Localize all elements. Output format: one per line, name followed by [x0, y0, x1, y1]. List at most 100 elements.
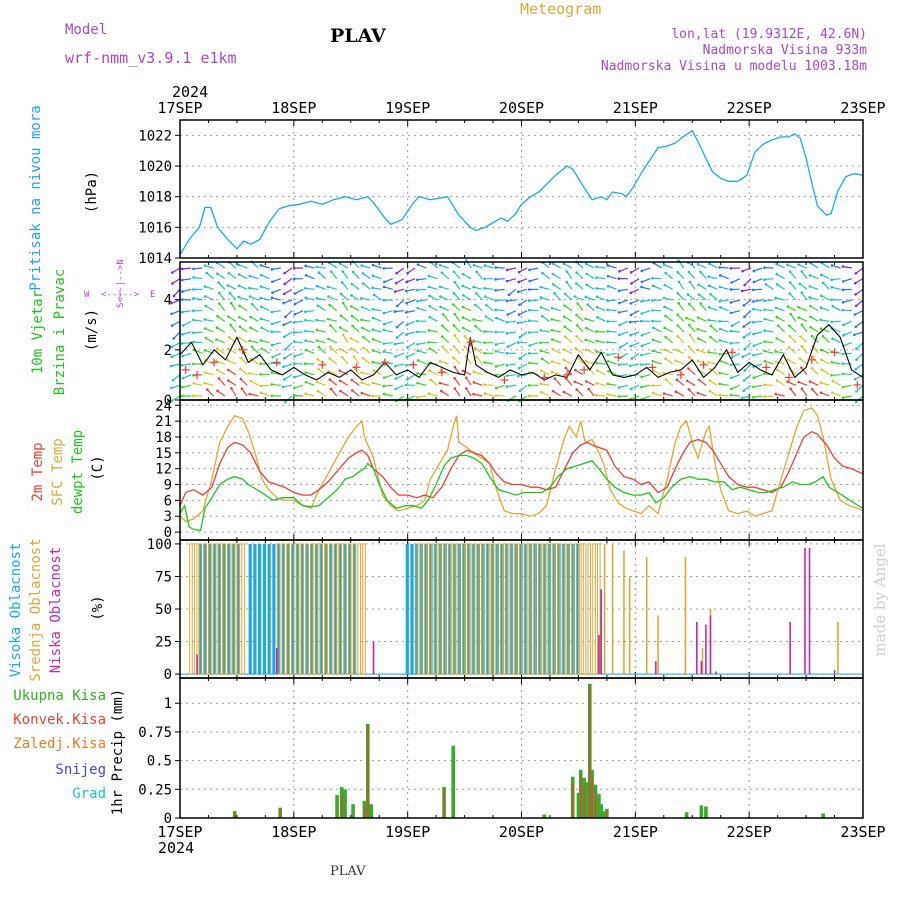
wind-arrow-head: [371, 286, 374, 290]
wind-arrow-head: [452, 356, 455, 359]
wind-arrow-head: [170, 399, 174, 402]
wind-arrow-head: [441, 312, 445, 316]
wind-arrow-head: [800, 366, 803, 369]
wind-arrow-head: [651, 391, 655, 395]
wind-arrow: [856, 384, 864, 392]
wind-arrow: [328, 370, 337, 376]
wind-arrow-head: [215, 326, 219, 329]
wind-arrow: [565, 378, 573, 386]
mid-cloud-bar: [473, 543, 478, 675]
wind-arrow-head: [674, 390, 678, 394]
wind-arrow-head: [382, 328, 386, 332]
wind-arrow-head: [440, 335, 444, 338]
wind-arrow: [800, 367, 808, 376]
wind-arrow-head: [595, 339, 598, 343]
wind-arrow-head: [461, 326, 465, 330]
wind-arrow: [697, 317, 707, 322]
conv-precip-bar: [594, 792, 597, 818]
mid-cloud-bar: [227, 543, 231, 675]
wind-arrow-head: [427, 392, 431, 396]
wind-arrow: [453, 271, 461, 280]
wind-arrow-head: [676, 324, 679, 327]
wind-arrow-head: [170, 345, 174, 349]
wind-arrow-head: [180, 342, 184, 345]
wind-arrow-head: [699, 302, 702, 305]
wind-arrow-head: [494, 289, 498, 292]
wind-arrow: [218, 378, 226, 386]
wind-arrow-head: [788, 270, 792, 274]
wind-arrow: [454, 335, 461, 344]
wind-arrow-head: [371, 360, 375, 364]
wind-arrow: [173, 288, 181, 297]
temp-ylabel-dewpt: dewpt Temp: [70, 430, 86, 514]
wind-arrow-head: [494, 308, 498, 312]
wind-arrow-head: [338, 347, 342, 351]
wind-arrow-head: [404, 289, 408, 293]
wind-arrow: [182, 267, 192, 270]
high-cloud-bar: [505, 543, 509, 675]
wind-arrow-head: [651, 319, 654, 323]
wind-arrow: [541, 370, 550, 376]
temp-2m-line: [179, 430, 864, 506]
wind-arrow: [193, 382, 203, 386]
wind-arrow: [372, 275, 382, 280]
wind-arrow-head: [494, 394, 498, 397]
wind-arrow: [663, 372, 673, 376]
wind-arrow: [495, 363, 505, 368]
wind-arrow-head: [662, 371, 666, 375]
wind-arrow-head: [576, 302, 579, 305]
wind-arrow: [664, 349, 673, 354]
wind-arrow-head: [382, 392, 386, 396]
wind-arrow-head: [453, 312, 456, 316]
precip-legend-graupel: Grad: [72, 786, 106, 802]
wind-arrow-head: [550, 328, 554, 332]
wind-arrow: [798, 264, 808, 269]
wind-arrow: [372, 317, 382, 322]
wind-arrow-head: [304, 329, 307, 333]
conv-precip-bar: [606, 811, 608, 818]
wind-arrow-head: [382, 384, 386, 388]
wind-arrow-head: [293, 302, 297, 306]
wind-arrow: [260, 297, 270, 301]
wind-arrow-head: [798, 282, 802, 286]
wind-arrow: [417, 382, 427, 386]
wind-arrow-head: [260, 326, 264, 329]
wind-arrow-head: [809, 304, 812, 308]
wind-arrow-head: [831, 304, 835, 308]
wind-arrow: [676, 379, 685, 386]
wind-arrow-head: [293, 386, 296, 390]
wind-arrow-head: [528, 344, 532, 347]
wind-arrow-head: [494, 365, 498, 368]
wind-arrow: [789, 293, 797, 301]
wind-arrow: [182, 310, 192, 313]
dewpoint-line: [179, 454, 864, 532]
high-cloud-bar: [231, 543, 235, 675]
wind-arrow: [529, 299, 539, 302]
wind-arrow-head: [416, 263, 420, 266]
high-cloud-bar: [314, 543, 319, 675]
wind-arrow-head: [483, 295, 487, 298]
wind-arrow: [339, 326, 349, 333]
mid-cloud-bar: [276, 543, 281, 675]
bottom-date-21sep: 21SEP: [613, 823, 658, 841]
mid-cloud-bar: [535, 543, 539, 675]
wind-arrow-head: [639, 363, 643, 366]
wind-arrow-head: [416, 359, 420, 362]
mid-cloud-bar: [236, 543, 241, 675]
wind-arrow-head: [494, 330, 498, 334]
mid-cloud-bar: [203, 543, 207, 675]
wind-arrow: [764, 318, 774, 322]
wind-arrow: [708, 306, 718, 312]
wind-arrow: [484, 384, 494, 386]
wind-arrow-head: [574, 368, 577, 372]
wind-arrow: [351, 315, 360, 322]
wind-arrow-head: [676, 292, 680, 295]
wind-arrow: [675, 349, 685, 354]
wind-arrow-head: [618, 270, 621, 273]
wind-arrow: [372, 349, 382, 354]
wind-arrow-head: [674, 359, 677, 362]
wind-arrow-head: [640, 344, 644, 348]
wind-arrow: [238, 285, 248, 290]
wind-arrow-head: [416, 306, 419, 310]
wind-arrow-head: [729, 329, 733, 333]
